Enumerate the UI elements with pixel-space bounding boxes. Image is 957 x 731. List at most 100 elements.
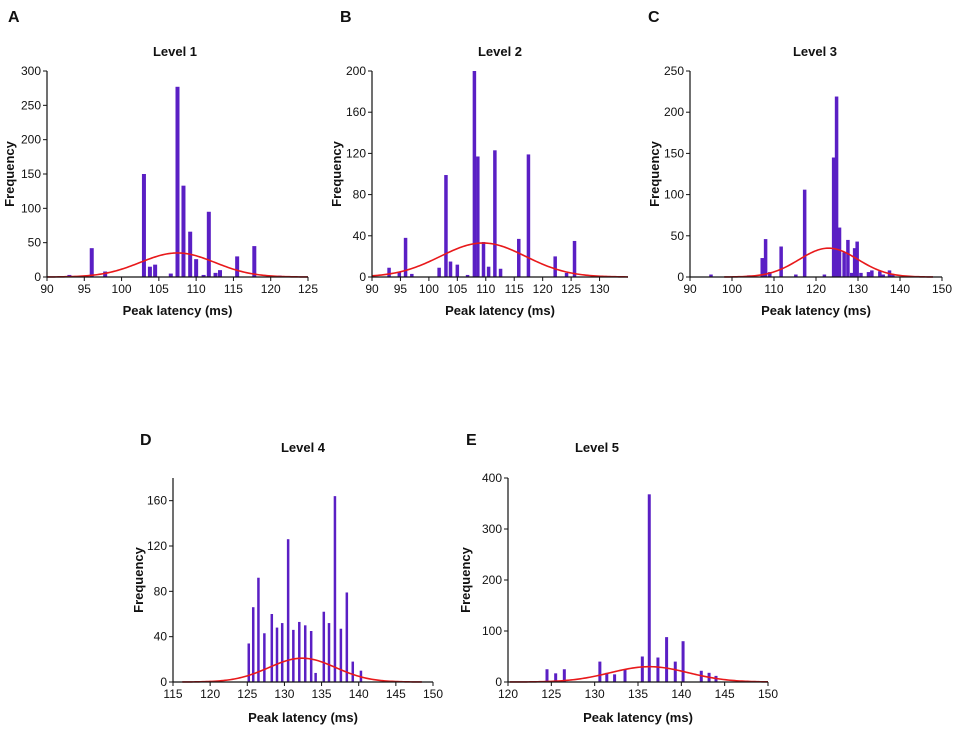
y-axis-label: Frequency [131, 546, 146, 613]
histogram-bar [263, 633, 266, 682]
histogram-bar [794, 274, 798, 277]
x-axis-label: Peak latency (ms) [123, 303, 233, 318]
histogram-bar [486, 266, 491, 277]
x-tick-label: 120 [498, 687, 518, 701]
histogram-bar [465, 274, 470, 277]
panel-a: A Level 1 90 95 100 105 110 115 120 125 0 50 100 150 2… [2, 9, 318, 318]
x-axis-label: Peak latency (ms) [761, 303, 871, 318]
histogram-bar [387, 267, 391, 277]
histogram-bar [564, 272, 569, 277]
panel-title: Level 3 [793, 44, 837, 59]
histogram-bar [181, 185, 186, 277]
x-tick-label: 115 [163, 687, 182, 701]
histogram-bar [476, 156, 480, 277]
x-tick-label: 90 [683, 282, 697, 296]
y-tick-label: 0 [34, 270, 41, 284]
histogram-bar [640, 656, 644, 682]
y-tick-label: 40 [154, 630, 168, 644]
histogram-bar [455, 264, 460, 277]
x-tick-label: 105 [447, 282, 467, 296]
x-tick-label: 125 [541, 687, 561, 701]
y-tick-label: 120 [346, 146, 366, 160]
histogram-bar [303, 625, 307, 682]
histogram-bar [437, 267, 441, 277]
histogram-bar [206, 211, 211, 277]
histogram-bar [881, 274, 885, 277]
x-axis-label: Peak latency (ms) [445, 303, 555, 318]
y-tick-label: 80 [154, 584, 168, 598]
normal-fit-curve [371, 242, 629, 278]
histogram-bar [834, 96, 839, 277]
histogram-bar [842, 252, 846, 277]
histogram-bar [280, 623, 284, 682]
x-tick-label: 145 [715, 687, 735, 701]
histogram-bar [322, 611, 326, 682]
y-tick-label: 150 [664, 146, 684, 160]
x-axis-label: Peak latency (ms) [248, 710, 358, 725]
y-tick-label: 250 [664, 64, 684, 78]
x-tick-label: 120 [261, 282, 281, 296]
y-tick-label: 40 [353, 229, 367, 243]
histogram-bar [545, 669, 549, 682]
histogram-bar [270, 614, 274, 682]
histogram-bar [554, 673, 558, 682]
x-tick-label: 95 [78, 282, 92, 296]
histogram-bar [553, 256, 557, 277]
x-tick-label: 125 [237, 687, 257, 701]
histogram-bar [448, 261, 453, 277]
panel-e: E Level 5 120 125 130 135 140 145 150 0 100 200 300 4… [458, 432, 778, 725]
x-tick-label: 90 [40, 282, 54, 296]
x-tick-label: 120 [200, 687, 220, 701]
histogram-bar [613, 674, 617, 682]
histogram-bar [623, 669, 627, 682]
histogram-bar [852, 248, 857, 277]
y-tick-label: 100 [21, 201, 41, 215]
x-tick-label: 100 [419, 282, 439, 296]
normal-fit-curve [46, 252, 309, 278]
histogram-bar [251, 607, 255, 682]
y-tick-label: 300 [21, 64, 41, 78]
x-tick-label: 100 [722, 282, 742, 296]
histogram-bar [849, 272, 854, 277]
histogram-bar [891, 274, 895, 277]
histogram-bar [403, 237, 408, 277]
histogram-bar [194, 259, 199, 277]
y-tick-label: 200 [21, 133, 41, 147]
y-tick-label: 120 [147, 539, 167, 553]
histogram-bar [410, 273, 414, 277]
x-tick-label: 115 [224, 282, 243, 296]
panel-title: Level 1 [153, 44, 197, 59]
histogram-bar [314, 672, 317, 682]
y-axis-label: Frequency [329, 140, 344, 207]
histogram-bar [472, 71, 477, 277]
histogram-bar [327, 623, 331, 682]
histogram-bar [878, 271, 882, 277]
histogram-bar [444, 175, 448, 277]
histogram-bar [333, 496, 337, 682]
histogram-bar [345, 592, 349, 682]
x-tick-label: 100 [112, 282, 132, 296]
x-tick-label: 130 [585, 687, 605, 701]
y-tick-label: 50 [28, 236, 42, 250]
x-tick-label: 120 [533, 282, 553, 296]
histogram-bar [481, 241, 486, 277]
x-tick-label: 150 [758, 687, 778, 701]
x-tick-label: 135 [628, 687, 648, 701]
x-tick-label: 90 [365, 282, 379, 296]
panel-letter: B [340, 9, 352, 26]
panel-title: Level 4 [281, 440, 326, 455]
x-tick-label: 140 [671, 687, 691, 701]
histogram-bar [831, 157, 836, 277]
histogram-bar [103, 271, 108, 277]
x-tick-label: 130 [590, 282, 610, 296]
histogram-bar [493, 150, 497, 277]
x-tick-label: 115 [505, 282, 524, 296]
normal-fit-curve [724, 247, 934, 278]
x-tick-label: 110 [764, 282, 783, 296]
y-tick-label: 150 [21, 167, 41, 181]
histogram-bar [298, 621, 301, 682]
y-tick-label: 400 [482, 471, 502, 485]
histogram-bar [153, 264, 158, 277]
x-tick-label: 95 [394, 282, 408, 296]
y-tick-label: 250 [21, 98, 41, 112]
